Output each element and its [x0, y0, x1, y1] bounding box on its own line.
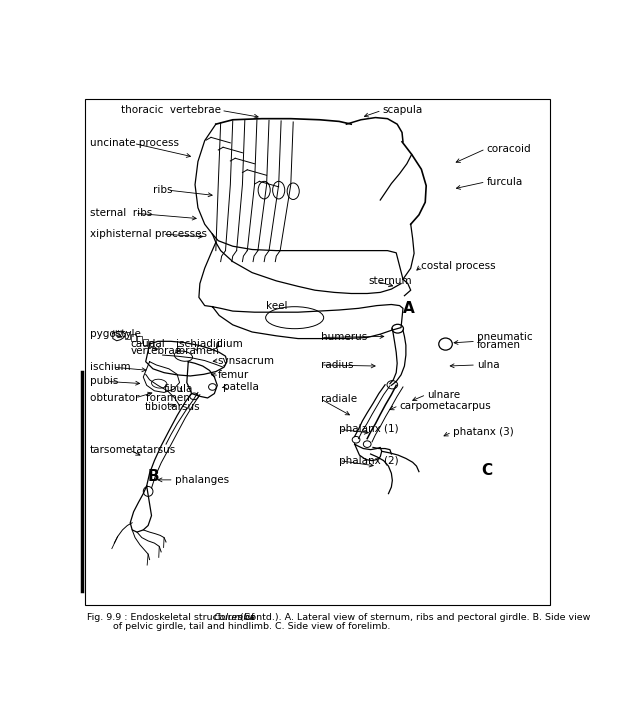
Text: pneumatic: pneumatic — [477, 333, 533, 343]
Text: ischium: ischium — [90, 362, 130, 372]
Text: ulnare: ulnare — [427, 390, 461, 400]
Text: coracoid: coracoid — [487, 144, 531, 154]
Text: sternum: sternum — [368, 276, 412, 286]
Text: femur: femur — [217, 371, 248, 381]
Bar — [149, 341, 154, 348]
Text: Columba: Columba — [214, 613, 256, 622]
Text: costal process: costal process — [421, 261, 496, 271]
Text: uncinate process: uncinate process — [90, 139, 179, 149]
Text: ribs: ribs — [153, 185, 172, 195]
Text: C: C — [481, 463, 492, 478]
Text: xiphisternal processes: xiphisternal processes — [90, 229, 207, 239]
Text: of pelvic girdle, tail and hindlimb. C. Side view of forelimb.: of pelvic girdle, tail and hindlimb. C. … — [114, 622, 391, 630]
Text: ulna: ulna — [477, 360, 500, 370]
Text: B: B — [147, 468, 158, 483]
Text: ischiadic: ischiadic — [176, 339, 222, 349]
Text: phalanges: phalanges — [175, 475, 229, 485]
Text: radius: radius — [321, 360, 353, 370]
Bar — [125, 332, 130, 338]
Text: ilium: ilium — [217, 339, 243, 349]
Text: humerus: humerus — [321, 333, 367, 343]
Text: vertebrae: vertebrae — [130, 346, 182, 356]
Text: fibula: fibula — [164, 384, 193, 394]
Text: tarsometatarsus: tarsometatarsus — [90, 445, 177, 455]
Bar — [137, 336, 142, 343]
Text: A: A — [403, 301, 415, 316]
Text: radiale: radiale — [321, 394, 357, 404]
Text: scapula: scapula — [383, 106, 423, 116]
Text: phatanx (3): phatanx (3) — [453, 427, 514, 437]
Text: Fig. 9.9 : Endoskeletal structures of: Fig. 9.9 : Endoskeletal structures of — [87, 613, 257, 622]
Text: sternal  ribs: sternal ribs — [90, 208, 152, 218]
Text: pygostyle: pygostyle — [90, 329, 141, 339]
Text: carpometacarpus: carpometacarpus — [399, 401, 491, 411]
Text: furcula: furcula — [487, 177, 523, 187]
Text: patella: patella — [223, 382, 259, 392]
Text: caudal: caudal — [130, 339, 165, 349]
Text: tibiotarsus: tibiotarsus — [145, 402, 200, 412]
Text: phalanx (1): phalanx (1) — [339, 424, 399, 434]
Bar — [131, 334, 136, 341]
Text: foramen: foramen — [176, 346, 220, 356]
Text: synsacrum: synsacrum — [217, 356, 275, 366]
Text: foramen: foramen — [477, 340, 521, 350]
Text: pubis: pubis — [90, 376, 119, 386]
Bar — [143, 338, 148, 345]
Text: phalanx (2): phalanx (2) — [339, 456, 399, 466]
Text: (Contd.). A. Lateral view of sternum, ribs and pectoral girdle. B. Side view: (Contd.). A. Lateral view of sternum, ri… — [236, 613, 590, 622]
Text: keel: keel — [266, 301, 287, 311]
Text: thoracic  vertebrae: thoracic vertebrae — [120, 106, 221, 116]
Text: obturator  foramen: obturator foramen — [90, 393, 190, 403]
